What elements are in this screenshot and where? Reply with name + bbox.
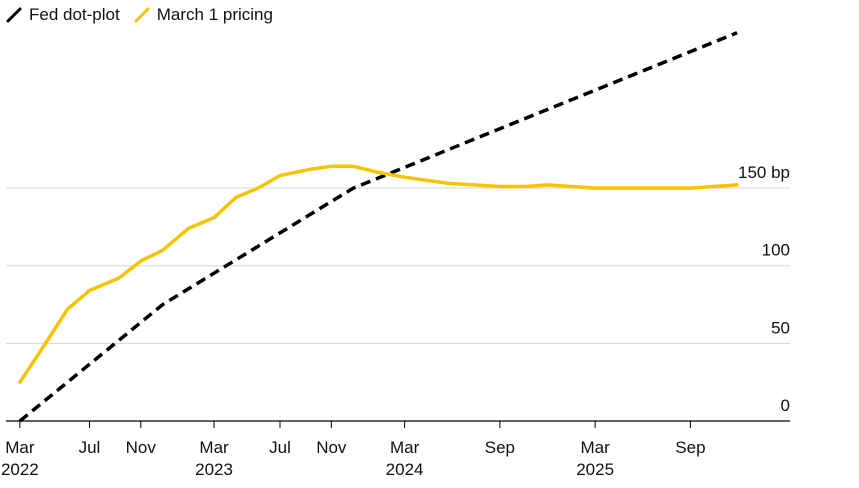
legend-item-dot-plot: Fed dot-plot (6, 5, 120, 25)
x-tick-label: Nov (316, 438, 347, 457)
legend: Fed dot-plot March 1 pricing (6, 5, 287, 25)
dashed-line-swatch-icon (6, 7, 22, 23)
x-tick-year-label: 2025 (576, 460, 614, 479)
x-tick-label: Mar (5, 438, 35, 457)
x-tick-year-label: 2022 (1, 460, 39, 479)
x-tick-label: Mar (581, 438, 611, 457)
x-tick-label: Mar (390, 438, 420, 457)
series-line-dot-plot (18, 31, 738, 423)
legend-label-march-pricing: March 1 pricing (156, 5, 273, 24)
x-tick-year-label: 2023 (195, 460, 233, 479)
x-tick-label: Jul (269, 438, 291, 457)
legend-item-march-pricing: March 1 pricing (134, 5, 273, 25)
y-tick-label: 0 (781, 396, 790, 415)
y-tick-label: 150 bp (738, 163, 790, 182)
x-tick-label: Nov (126, 438, 157, 457)
x-tick-label: Sep (675, 438, 705, 457)
series-line-march-pricing (18, 164, 739, 384)
solid-line-swatch-icon (134, 7, 150, 23)
x-tick-label: Jul (79, 438, 101, 457)
y-tick-label: 100 (762, 241, 790, 260)
y-tick-label: 50 (771, 318, 790, 337)
legend-label-dot-plot: Fed dot-plot (29, 5, 120, 24)
x-tick-year-label: 2024 (386, 460, 424, 479)
x-tick-label: Sep (485, 438, 515, 457)
x-tick-label: Mar (199, 438, 229, 457)
